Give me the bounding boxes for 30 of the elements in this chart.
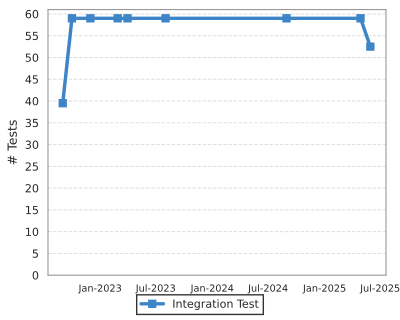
y-tick-label: 30 <box>26 140 38 149</box>
x-tick-label: Jan-2024 <box>190 284 234 294</box>
legend-label: Integration Test <box>173 299 259 310</box>
y-tick-label: 35 <box>26 118 38 128</box>
y-tick-label: 5 <box>32 250 38 258</box>
point <box>123 14 132 22</box>
x-tick-label: Jul-2024 <box>248 284 288 294</box>
point <box>58 99 67 108</box>
y-tick-label: 50 <box>26 53 38 62</box>
y-tick-label: 25 <box>26 162 38 171</box>
x-tick-label: Jul-2023 <box>135 284 175 294</box>
y-tick-label: 10 <box>26 228 38 236</box>
y-tick-label: 60 <box>26 10 38 18</box>
y-tick-label: 15 <box>26 206 38 214</box>
y-tick-label: 20 <box>26 184 38 192</box>
point <box>68 14 76 22</box>
point <box>356 14 365 22</box>
y-tick-label: 55 <box>26 32 38 40</box>
point <box>282 14 291 22</box>
point <box>366 42 375 51</box>
point <box>161 14 170 22</box>
point <box>114 14 122 22</box>
y-axis-title: # Tests <box>8 120 17 164</box>
y-tick-label: 45 <box>25 75 38 84</box>
y-tick-label: 40 <box>25 97 38 106</box>
y-tick-label: 0 <box>32 271 38 280</box>
point <box>86 14 95 22</box>
x-tick-label: Jul-2025 <box>360 284 400 294</box>
x-tick-label: Jan-2023 <box>78 284 122 294</box>
x-tick-label: Jan-2025 <box>302 284 346 294</box>
